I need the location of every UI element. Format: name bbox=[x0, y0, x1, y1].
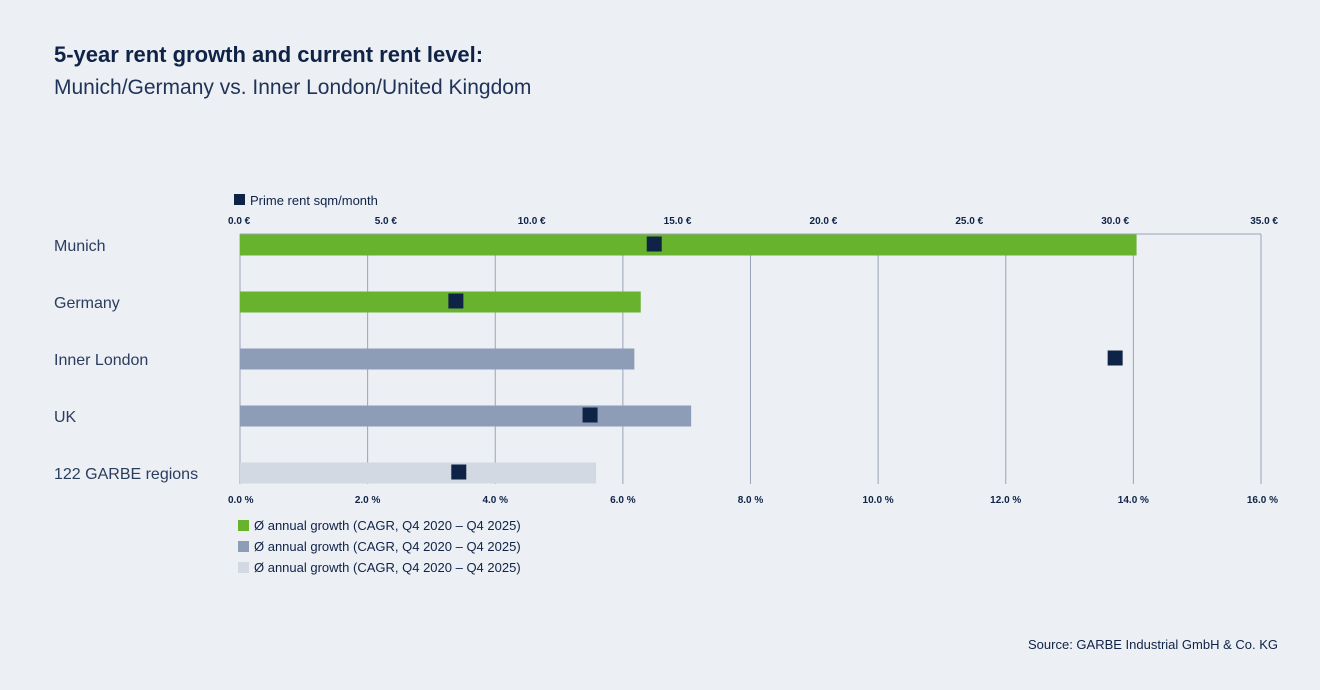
category-labels: Munich Germany Inner London UK 122 GARBE reg… bbox=[54, 238, 198, 483]
rent-marker bbox=[582, 407, 598, 423]
bottom-tick-label: 8.0 % bbox=[738, 495, 764, 506]
rent-marker bbox=[646, 236, 662, 252]
bottom-tick-label: 10.0 % bbox=[863, 495, 894, 506]
growth-bar bbox=[240, 234, 1137, 256]
legend-swatch bbox=[238, 562, 249, 573]
category-label: Munich bbox=[54, 238, 106, 255]
bottom-tick-label: 14.0 % bbox=[1118, 495, 1149, 506]
growth-bar bbox=[240, 291, 641, 313]
growth-bars bbox=[240, 234, 1137, 484]
legend-marker-swatch bbox=[234, 194, 245, 205]
top-axis-ticks: 0.0 € 5.0 € 10.0 € 15.0 € 20.0 € 25.0 € 30.0 €… bbox=[228, 216, 1278, 227]
legend-swatch bbox=[238, 541, 249, 552]
legend-label: Ø annual growth (CAGR, Q4 2020 – Q4 2025… bbox=[254, 518, 521, 533]
source-note: Source: GARBE Industrial GmbH & Co. KG bbox=[1028, 637, 1278, 652]
legend-swatch bbox=[238, 520, 249, 531]
category-label: Germany bbox=[54, 295, 120, 312]
category-label: 122 GARBE regions bbox=[54, 466, 198, 483]
legend-top: Prime rent sqm/month bbox=[234, 193, 378, 208]
legend-label: Ø annual growth (CAGR, Q4 2020 – Q4 2025… bbox=[254, 539, 521, 554]
rent-marker bbox=[448, 293, 464, 309]
bottom-axis-ticks: 0.0 % 2.0 % 4.0 % 6.0 % 8.0 % 10.0 % 12.0 % 14.… bbox=[228, 495, 1278, 506]
rent-markers bbox=[448, 236, 1123, 480]
bottom-tick-label: 12.0 % bbox=[990, 495, 1021, 506]
legend-marker-label: Prime rent sqm/month bbox=[250, 193, 378, 208]
growth-bar bbox=[240, 462, 597, 484]
bottom-tick-label: 2.0 % bbox=[355, 495, 381, 506]
top-tick-label: 15.0 € bbox=[664, 216, 692, 227]
category-label: UK bbox=[54, 409, 77, 426]
top-tick-label: 10.0 € bbox=[518, 216, 546, 227]
top-tick-label: 35.0 € bbox=[1250, 216, 1278, 227]
category-label: Inner London bbox=[54, 352, 148, 369]
top-tick-label: 5.0 € bbox=[375, 216, 398, 227]
top-tick-label: 20.0 € bbox=[810, 216, 838, 227]
legend-bottom: Ø annual growth (CAGR, Q4 2020 – Q4 2025… bbox=[238, 518, 521, 575]
chart-title: 5-year rent growth and current rent leve… bbox=[54, 42, 484, 67]
top-tick-label: 25.0 € bbox=[955, 216, 983, 227]
chart-subtitle: Munich/Germany vs. Inner London/United K… bbox=[54, 76, 532, 99]
rent-marker bbox=[451, 464, 467, 480]
rent-marker bbox=[1107, 350, 1123, 366]
top-tick-label: 30.0 € bbox=[1101, 216, 1129, 227]
growth-bar bbox=[240, 348, 635, 370]
legend-label: Ø annual growth (CAGR, Q4 2020 – Q4 2025… bbox=[254, 560, 521, 575]
growth-bar bbox=[240, 405, 692, 427]
top-tick-label: 0.0 € bbox=[228, 216, 251, 227]
bottom-tick-label: 0.0 % bbox=[228, 495, 254, 506]
bottom-tick-label: 16.0 % bbox=[1247, 495, 1278, 506]
bottom-tick-label: 6.0 % bbox=[610, 495, 636, 506]
bottom-tick-label: 4.0 % bbox=[482, 495, 508, 506]
